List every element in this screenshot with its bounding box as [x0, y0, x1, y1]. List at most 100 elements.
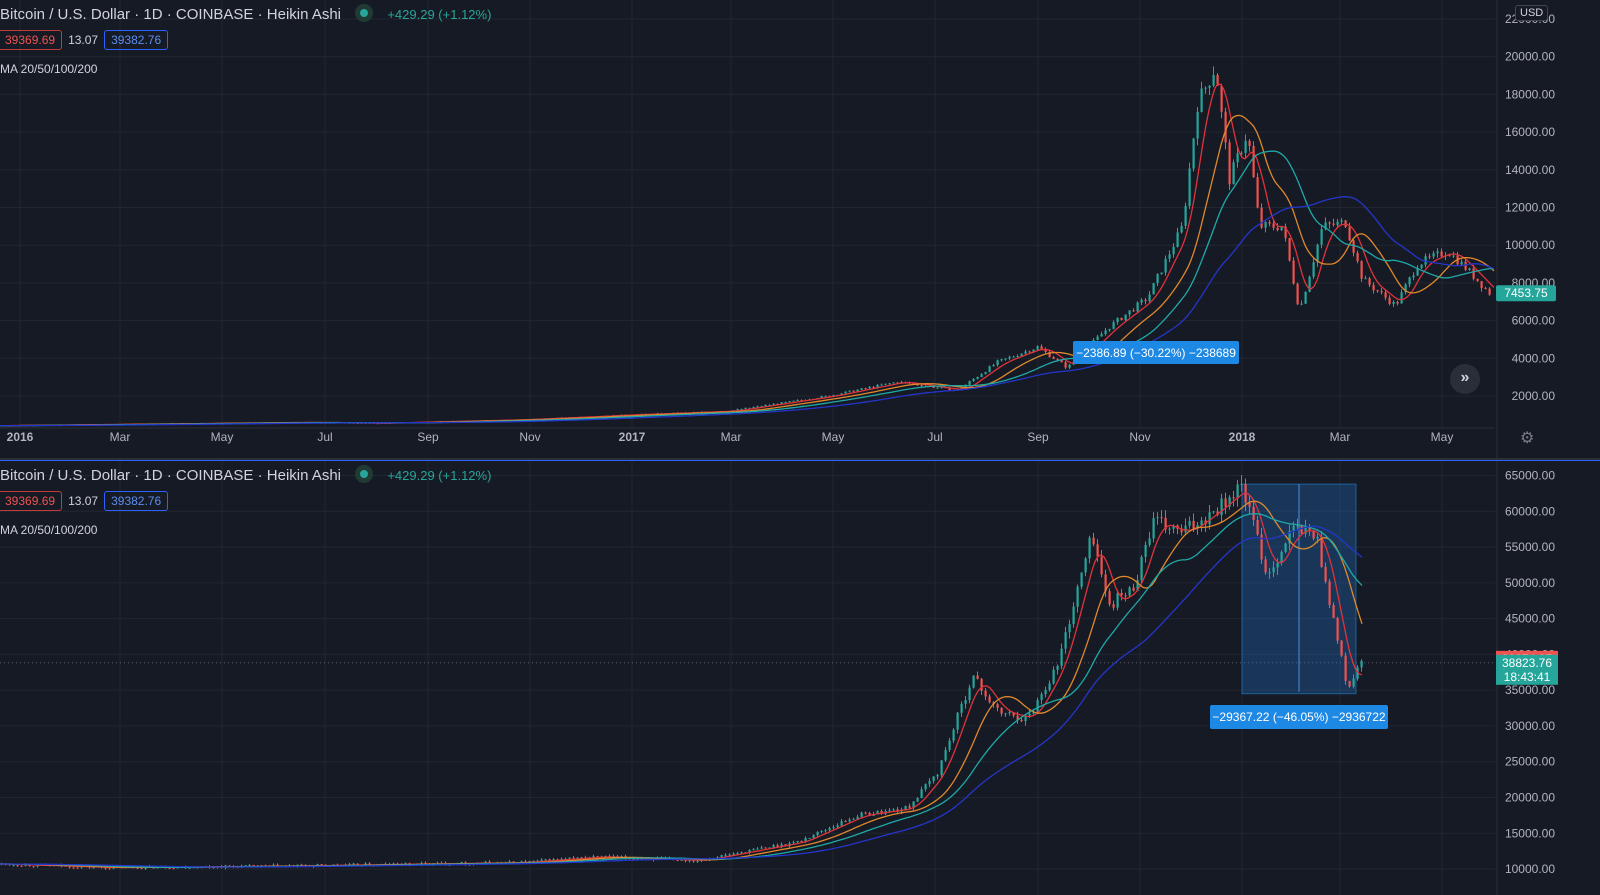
candle-body: [1020, 719, 1023, 722]
candle-body: [1188, 168, 1191, 206]
sell-price-button[interactable]: 39369.69: [0, 30, 63, 50]
candle-body: [1288, 531, 1291, 544]
candle-body: [140, 867, 143, 869]
time-axis-label: Sep: [417, 430, 439, 444]
candle-body: [868, 386, 871, 389]
chart-style-label[interactable]: Heikin Ashi: [266, 6, 341, 23]
candle-body: [1036, 700, 1039, 712]
candle-body: [1292, 525, 1295, 532]
candle-body: [260, 865, 263, 867]
candle-body: [976, 376, 979, 379]
candle-body: [228, 865, 231, 867]
candle-body: [1124, 595, 1127, 597]
gear-icon[interactable]: ⚙: [1520, 430, 1535, 447]
candle-body: [916, 798, 919, 802]
indicator-legend[interactable]: MA 20/50/100/200: [0, 523, 98, 537]
time-axis-label: Nov: [519, 430, 540, 444]
candle-body: [1168, 528, 1171, 530]
chart-pane-bottom[interactable]: 65000.00 60000.00 55000.00 50000.00 45000.00…: [0, 461, 1600, 895]
price-axis-label: 50000.00: [1505, 576, 1555, 590]
candle-body: [1288, 238, 1291, 261]
symbol-name[interactable]: Bitcoin / U.S. Dollar: [0, 6, 131, 23]
candle-body: [1320, 229, 1323, 245]
price-axis-label: 10000.00: [1505, 862, 1555, 876]
buy-price-button[interactable]: 39382.76: [104, 30, 169, 50]
price-chart-bottom[interactable]: 65000.00 60000.00 55000.00 50000.00 45000.00…: [0, 461, 1600, 895]
chart-style-label[interactable]: Heikin Ashi: [266, 467, 341, 484]
chart-pane-top[interactable]: 22000.0020000.0018000.0016000.0014000.00…: [0, 0, 1600, 458]
interval-label[interactable]: 1D: [143, 467, 163, 484]
scroll-to-realtime-button[interactable]: »: [1450, 364, 1480, 394]
price-axis-label: 14000.00: [1505, 163, 1555, 177]
series-legend[interactable]: Bitcoin / U.S. Dollar · 1D · COINBASE · …: [0, 465, 492, 484]
candle-body: [348, 863, 351, 866]
candle-body: [680, 859, 683, 861]
candle-body: [928, 780, 931, 785]
candle-body: [604, 856, 607, 858]
candle-body: [320, 864, 323, 866]
candle-body: [756, 848, 759, 850]
candle-body: [840, 821, 843, 826]
price-axis-label: 2000.00: [1512, 389, 1556, 403]
candle-body: [892, 382, 895, 384]
buy-price-button[interactable]: 39382.76: [104, 491, 169, 511]
candle-body: [1304, 526, 1307, 534]
pane-separator[interactable]: [0, 458, 1600, 461]
spread-value: 13.07: [68, 33, 99, 47]
candle-body: [1332, 223, 1335, 225]
candle-body: [1232, 162, 1235, 185]
price-axis[interactable]: [1497, 0, 1600, 458]
series-legend[interactable]: Bitcoin / U.S. Dollar · 1D · COINBASE · …: [0, 4, 492, 23]
currency-label[interactable]: USD: [1515, 5, 1549, 21]
candle-body: [1032, 349, 1035, 353]
price-axis-label: 20000.00: [1505, 50, 1555, 64]
candle-body: [684, 859, 687, 862]
candle-body: [920, 385, 923, 387]
candle-body: [1140, 556, 1143, 581]
candle-body: [1132, 310, 1135, 312]
candle-body: [904, 806, 907, 810]
candle-body: [92, 867, 95, 869]
candle-body: [272, 864, 275, 866]
price-chart-top[interactable]: 22000.0020000.0018000.0016000.0014000.00…: [0, 0, 1600, 458]
candle-body: [996, 704, 999, 708]
candle-body: [744, 407, 747, 409]
interval-label[interactable]: 1D: [143, 6, 163, 23]
candle-body: [1328, 222, 1331, 224]
candle-body: [996, 360, 999, 365]
candle-body: [780, 402, 783, 405]
candle-body: [908, 806, 911, 808]
price-axis-label: 15000.00: [1505, 826, 1555, 840]
candle-body: [796, 840, 799, 843]
candle-body: [1312, 530, 1315, 539]
candle-body: [1352, 678, 1355, 687]
candle-body: [1476, 278, 1479, 282]
candle-body: [1316, 536, 1319, 539]
candle-body: [960, 703, 963, 713]
price-axis-label: 65000.00: [1505, 469, 1555, 483]
indicator-legend[interactable]: MA 20/50/100/200: [0, 62, 98, 76]
candle-body: [860, 388, 863, 390]
symbol-name[interactable]: Bitcoin / U.S. Dollar: [0, 467, 131, 484]
candle-body: [1192, 520, 1195, 529]
price-axis-label: 18000.00: [1505, 87, 1555, 101]
candle-body: [1232, 497, 1235, 499]
candle-body: [968, 687, 971, 701]
candle-body: [1172, 247, 1175, 255]
candle-body: [888, 383, 891, 385]
candle-body: [1336, 221, 1339, 225]
candle-body: [1112, 604, 1115, 608]
candle-body: [1432, 253, 1435, 257]
candle-body: [1196, 525, 1199, 529]
time-axis-label: May: [211, 430, 234, 444]
candle-body: [1096, 544, 1099, 557]
candle-body: [1304, 291, 1307, 304]
candle-body: [852, 390, 855, 392]
candle-body: [1220, 85, 1223, 112]
candle-body: [596, 856, 599, 858]
sell-price-button[interactable]: 39369.69: [0, 491, 63, 511]
candle-body: [1112, 322, 1115, 329]
candle-body: [1044, 349, 1047, 352]
candle-body: [892, 809, 895, 811]
candle-body: [728, 854, 731, 856]
